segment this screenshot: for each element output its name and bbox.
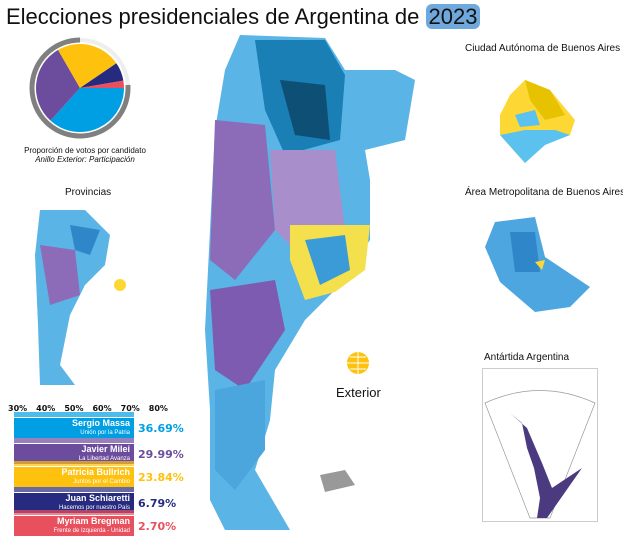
- candidate-color-scale: [14, 487, 134, 492]
- title-text: Elecciones presidenciales de Argentina d…: [6, 4, 420, 29]
- candidate-percentage: 2.70%: [138, 520, 177, 533]
- antartida-label: Antártida Argentina: [484, 352, 570, 363]
- candidate-row: Javier Milei La Libertad Avanza: [14, 444, 134, 464]
- candidate-row: Myriam Bregman Frente de Izquierda - Unid…: [14, 516, 134, 536]
- candidate-color-scale: [14, 438, 134, 443]
- candidate-row: Sergio Massa Unión por la Patria: [14, 418, 134, 438]
- pie-slice: [50, 88, 124, 132]
- main-map: [205, 35, 415, 530]
- amba-map: [485, 217, 590, 312]
- candidate-percentage: 6.79%: [138, 497, 177, 510]
- region-ba-blue: [305, 235, 350, 285]
- scale-labels: 30% 40% 50% 60% 70% 80%: [8, 404, 168, 413]
- exterior-label: Exterior: [336, 385, 381, 400]
- candidate-name: Sergio Massa: [71, 418, 130, 428]
- candidate-party: Frente de Izquierda - Unidad: [53, 528, 130, 534]
- pie-caption: Proporción de votos por candidato Anillo …: [24, 146, 146, 164]
- caba-label: Ciudad Autónoma de Buenos Aires: [465, 43, 621, 54]
- caba-map: [500, 80, 575, 163]
- participation-ring: [29, 37, 131, 139]
- page-title: Elecciones presidenciales de Argentina d…: [6, 4, 481, 30]
- provincias-label: Provincias: [65, 187, 112, 198]
- region-south: [215, 380, 265, 490]
- pie-slice: [80, 63, 124, 88]
- malvinas: [320, 470, 355, 492]
- candidate-name: Myriam Bregman: [56, 516, 130, 526]
- candidate-percentage: 36.69%: [138, 422, 184, 435]
- region-patagonia: [210, 280, 285, 390]
- title-year: 2023: [425, 4, 481, 29]
- candidate-percentage: 23.84%: [138, 471, 184, 484]
- pie-slice: [36, 49, 80, 121]
- vote-share-pie: [29, 37, 131, 139]
- candidate-name: Juan Schiaretti: [65, 493, 130, 503]
- region-west: [210, 120, 275, 280]
- antartida-map: [482, 368, 598, 522]
- candidate-row: Juan Schiaretti Hacemos por nuestro País: [14, 493, 134, 513]
- candidate-party: Hacemos por nuestro País: [58, 505, 130, 511]
- candidate-percentage: 29.99%: [138, 448, 184, 461]
- candidate-party: Unión por la Patria: [80, 430, 130, 436]
- region-northcore: [280, 80, 330, 140]
- amba-label: Área Metropolitana de Buenos Aires: [465, 187, 623, 198]
- candidate-party: La Libertad Avanza: [78, 456, 130, 462]
- pie-slice: [58, 43, 117, 88]
- provincias-map: [35, 210, 126, 385]
- pie-slice: [80, 80, 124, 88]
- candidate-color-scale: [14, 412, 134, 417]
- candidate-name: Patricia Bullrich: [61, 467, 130, 477]
- candidate-color-scale: [14, 510, 134, 515]
- globe-icon: [347, 352, 369, 374]
- candidate-party: Juntos por el Cambio: [73, 479, 130, 485]
- candidate-row: Patricia Bullrich Juntos por el Cambio: [14, 467, 134, 487]
- candidate-name: Javier Milei: [81, 444, 130, 454]
- candidate-color-scale: [14, 461, 134, 466]
